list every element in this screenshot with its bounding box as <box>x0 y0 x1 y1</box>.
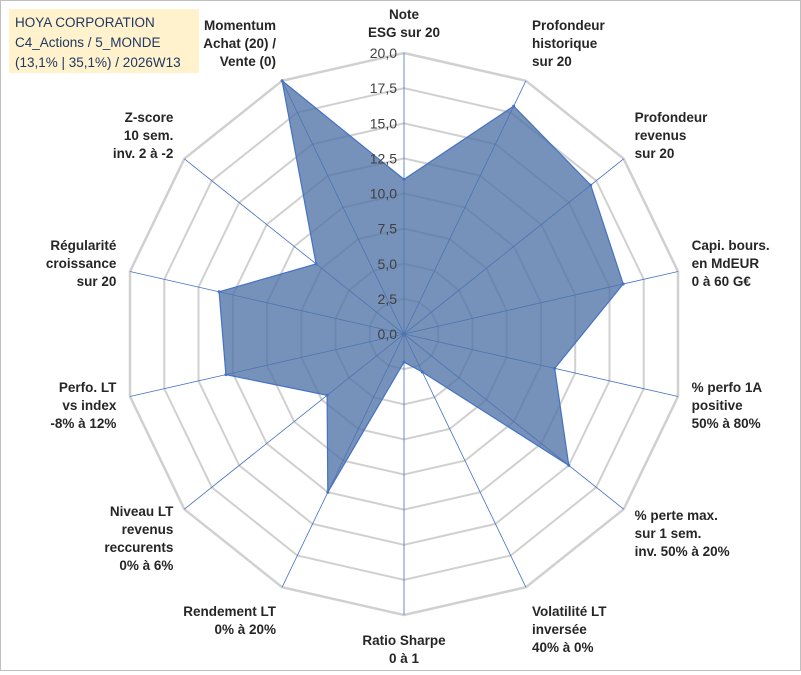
axis-label: Ratio Sharpe 0 à 1 <box>362 633 446 666</box>
axis-label-line: Régularité <box>50 238 117 253</box>
axis-label-line: Volatilité LT <box>532 604 607 619</box>
axis-label-line: revenus <box>122 522 174 537</box>
tick-label: 5,0 <box>378 256 398 272</box>
axis-label-line: Note <box>389 7 419 22</box>
data-point <box>567 463 571 467</box>
axis-label: Volatilité LT inversée 40% à 0% <box>532 604 607 655</box>
radial-tick-labels: 0,0 2,5 5,0 7,5 10,0 12,5 15,0 17,5 20,0 <box>370 45 397 342</box>
axis-label-line: Momentum <box>204 18 276 33</box>
axis-label-line: 0% à 6% <box>119 558 173 573</box>
axis-label: Perfo. LT vs index -8% à 12% <box>50 380 117 431</box>
axis-label: Régularité croissance sur 20 <box>46 238 117 289</box>
company-name: HOYA CORPORATION <box>15 15 155 30</box>
axis-label: % perfo 1A positive 50% à 80% <box>692 380 763 431</box>
tick-label: 15,0 <box>370 115 397 131</box>
data-point <box>621 282 625 286</box>
axis-label-line: croissance <box>46 256 117 271</box>
axis-label: Z-score 10 sem. inv. 2 à -2 <box>113 110 174 161</box>
axis-label: Niveau LT revenus reccurents 0% à 6% <box>104 504 174 573</box>
axis-label-line: Ratio Sharpe <box>362 633 446 648</box>
axis-label-line: Z-score <box>125 110 174 125</box>
tick-label: 17,5 <box>370 80 397 96</box>
axis-label-line: 50% à 80% <box>692 416 761 431</box>
axis-spoke <box>403 333 527 588</box>
axis-label-line: inversée <box>532 622 587 637</box>
axis-label-line: -8% à 12% <box>50 416 116 431</box>
axis-label-line: % perfo 1A <box>692 380 763 395</box>
tick-label: 0,0 <box>378 326 398 342</box>
performance-period: (13,1% | 35,1%) / 2026W13 <box>15 55 181 70</box>
axis-label: Capi. bours. en MdEUR 0 à 60 G€ <box>692 238 770 289</box>
axis-label-line: sur 20 <box>77 274 117 289</box>
series-area <box>218 79 624 495</box>
data-point <box>512 104 516 108</box>
data-point <box>224 373 228 377</box>
axis-label: Profondeur revenus sur 20 <box>635 110 708 161</box>
axis-label-line: inv. 50% à 20% <box>635 544 730 559</box>
axis-label-line: Niveau LT <box>110 504 174 519</box>
data-point <box>217 290 221 294</box>
axis-label-line: Perfo. LT <box>59 380 117 395</box>
data-point <box>314 262 318 266</box>
axis-label-line: Rendement LT <box>183 604 277 619</box>
tick-label: 12,5 <box>370 150 397 166</box>
axis-label-line: 10 sem. <box>124 128 174 143</box>
axis-label-line: Vente (0) <box>220 54 276 69</box>
radar-series <box>217 79 625 495</box>
axis-label-line: reccurents <box>104 540 173 555</box>
axis-label-line: Capi. bours. <box>692 238 770 253</box>
axis-label-line: historique <box>532 36 598 51</box>
tick-label: 20,0 <box>370 45 397 61</box>
axis-label-line: revenus <box>635 128 687 143</box>
data-point <box>325 393 329 397</box>
data-point <box>553 366 557 370</box>
chart-title-box: HOYA CORPORATION C4_Actions / 5_MONDE (1… <box>9 9 199 73</box>
axis-label: Momentum Achat (20) / Vente (0) <box>203 18 276 69</box>
axis-label-line: en MdEUR <box>692 256 760 271</box>
axis-label-line: vs index <box>62 398 117 413</box>
data-point <box>420 370 424 374</box>
data-point <box>280 79 284 83</box>
axis-label-line: Achat (20) / <box>203 36 276 51</box>
data-point <box>402 360 406 364</box>
tick-label: 10,0 <box>370 186 397 202</box>
axis-label: Profondeur historique sur 20 <box>532 18 605 69</box>
axis-label: Note ESG sur 20 <box>368 7 440 40</box>
axis-label-line: Profondeur <box>635 110 708 125</box>
axis-label-line: Profondeur <box>532 18 605 33</box>
axis-labels: Note ESG sur 20 Profondeur historique sur 20… <box>46 7 770 666</box>
data-point <box>402 177 406 181</box>
axis-label-line: sur 20 <box>635 146 675 161</box>
axis-label-line: ESG sur 20 <box>368 25 440 40</box>
axis-label-line: sur 1 sem. <box>635 526 702 541</box>
axis-label-line: 0 à 60 G€ <box>692 274 752 289</box>
tick-label: 2,5 <box>378 291 398 307</box>
axis-label-line: 40% à 0% <box>532 640 594 655</box>
axis-label-line: % perte max. <box>635 508 718 523</box>
axis-label-line: sur 20 <box>532 54 572 69</box>
axis-label: % perte max. sur 1 sem. inv. 50% à 20% <box>635 508 730 559</box>
axis-label-line: positive <box>692 398 744 413</box>
axis-label-line: 0 à 1 <box>389 651 420 666</box>
axis-label-line: 0% à 20% <box>214 622 276 637</box>
tick-label: 7,5 <box>378 221 398 237</box>
data-point <box>326 490 330 494</box>
data-point <box>589 183 593 187</box>
axis-label-line: inv. 2 à -2 <box>113 146 174 161</box>
axis-label: Rendement LT 0% à 20% <box>183 604 277 637</box>
portfolio-category: C4_Actions / 5_MONDE <box>15 35 161 50</box>
